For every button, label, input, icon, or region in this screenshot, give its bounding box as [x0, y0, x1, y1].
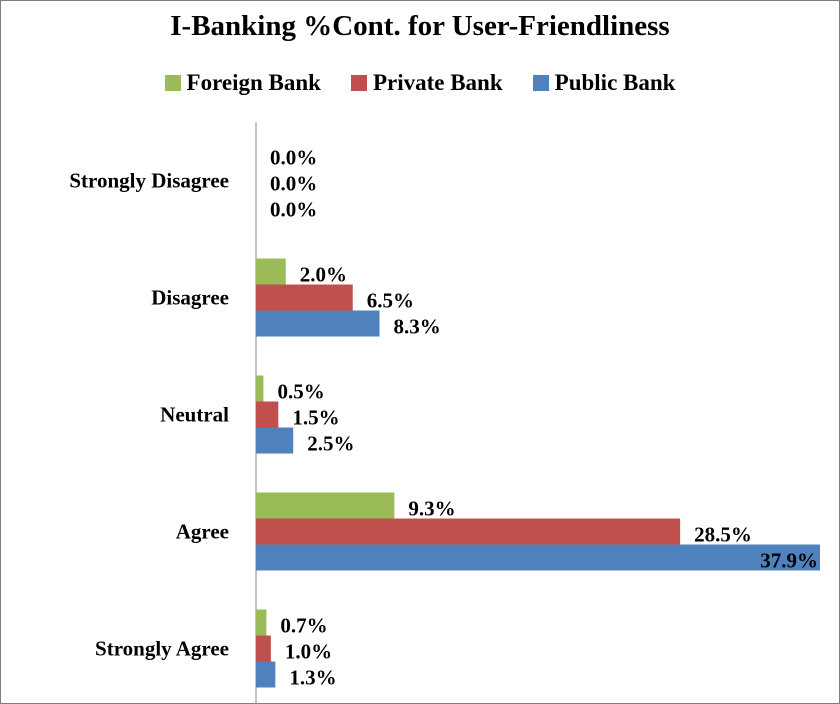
bar: [256, 401, 279, 428]
data-label: 0.7%: [280, 614, 327, 638]
data-label: 1.3%: [289, 666, 336, 690]
bar: [256, 544, 820, 571]
legend-swatch-foreign-bank: [164, 75, 181, 91]
bar: [256, 427, 294, 454]
data-label: 0.0%: [270, 198, 317, 222]
category-label: Agree: [176, 520, 229, 544]
legend-item-private-bank: Private Bank: [350, 70, 503, 96]
data-label: 6.5%: [367, 289, 414, 313]
data-label: 2.0%: [300, 263, 347, 287]
bar: [256, 375, 264, 402]
data-label: 2.5%: [307, 432, 354, 456]
bar: [256, 310, 380, 337]
legend-item-foreign-bank: Foreign Bank: [164, 70, 321, 96]
legend-item-public-bank: Public Bank: [532, 70, 676, 96]
category-label: Strongly Disagree: [69, 169, 229, 193]
legend-swatch-public-bank: [532, 75, 549, 91]
data-label: 0.5%: [277, 380, 324, 404]
bar: [256, 492, 395, 519]
bar: [256, 609, 267, 636]
legend-swatch-private-bank: [350, 75, 367, 91]
data-label: 9.3%: [408, 497, 455, 521]
legend-label-public-bank: Public Bank: [554, 70, 676, 95]
legend-label-private-bank: Private Bank: [372, 70, 503, 95]
data-label: 37.9%: [760, 549, 818, 573]
data-label: 0.0%: [270, 172, 317, 196]
bar: [256, 284, 353, 311]
data-label: 0.0%: [270, 146, 317, 170]
data-label: 1.5%: [292, 406, 339, 430]
bar: [256, 635, 271, 662]
data-label: 8.3%: [394, 315, 441, 339]
data-label: 28.5%: [694, 523, 752, 547]
bar: [256, 258, 286, 285]
bar: [256, 661, 276, 688]
category-label: Neutral: [160, 403, 229, 427]
chart-title: I-Banking %Cont. for User-Friendliness: [170, 10, 670, 42]
bar: [256, 518, 681, 545]
data-label: 1.0%: [285, 640, 332, 664]
category-label: Strongly Agree: [95, 637, 229, 661]
legend-label-foreign-bank: Foreign Bank: [186, 70, 321, 95]
category-label: Disagree: [151, 286, 229, 310]
chart-legend: Foreign Bank Private Bank Public Bank: [0, 70, 840, 96]
